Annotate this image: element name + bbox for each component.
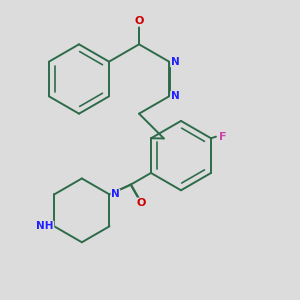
Text: O: O bbox=[137, 198, 146, 208]
Text: O: O bbox=[134, 16, 144, 26]
Text: NH: NH bbox=[36, 221, 54, 231]
Text: N: N bbox=[111, 189, 120, 200]
Text: N: N bbox=[171, 57, 179, 67]
Text: N: N bbox=[171, 91, 179, 101]
Text: F: F bbox=[219, 132, 226, 142]
